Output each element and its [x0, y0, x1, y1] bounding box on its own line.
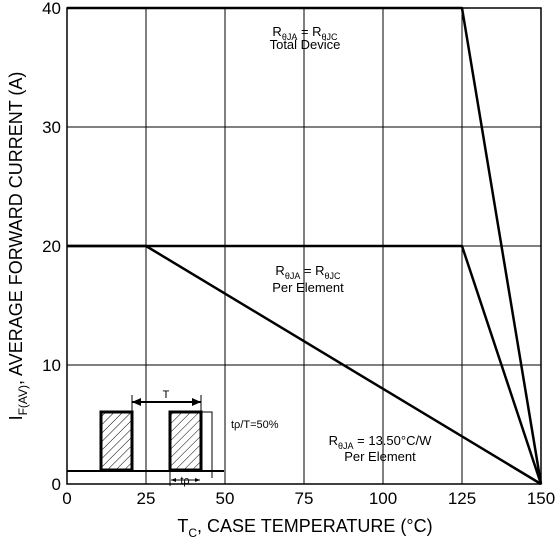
x-tick-label: 50 [216, 489, 235, 508]
y-tick-label: 0 [52, 475, 61, 494]
annotation-per-element-2-line2: Per Element [344, 449, 416, 464]
annotation-total-device-line2: Total Device [270, 37, 341, 52]
annotations: RθJA = RθJC Total Device RθJA = RθJC Per… [270, 24, 432, 464]
x-tick-label: 150 [527, 489, 555, 508]
period-label: T [163, 389, 170, 401]
period-arrowhead-left [132, 398, 141, 406]
y-tick-label: 30 [42, 118, 61, 137]
x-axis-title: TC, CASE TEMPERATURE (°C) [177, 516, 432, 540]
series-line-2 [67, 244, 543, 485]
y-axis-title: IF(AV), AVERAGE FORWARD CURRENT (A) [6, 72, 30, 421]
duty-cycle-inset: T tρ tρ/T=50% [67, 389, 279, 487]
pulse-width-arrowhead-right [195, 478, 200, 482]
pulse-width-arrowhead-left [171, 478, 176, 482]
period-arrowhead-right [192, 398, 201, 406]
annotation-per-element-2-line1: RθJA = 13.50°C/W [329, 433, 432, 451]
plot-frame [66, 7, 542, 485]
y-tick-labels: 0 10 20 30 40 [42, 0, 61, 494]
pulse-2 [168, 410, 203, 472]
inset-baseline [67, 470, 224, 472]
x-tick-label: 0 [62, 489, 71, 508]
y-tick-label: 10 [42, 356, 61, 375]
pulse-width-outline [201, 411, 213, 478]
y-tick-label: 40 [42, 0, 61, 18]
x-tick-label: 75 [295, 489, 314, 508]
x-tick-label: 25 [137, 489, 156, 508]
series-line-3 [67, 244, 542, 486]
y-tick-label: 20 [42, 237, 61, 256]
annotation-per-element-1-line1: RθJA = RθJC [275, 263, 341, 281]
annotation-total-device-line1: RθJA = RθJC [272, 24, 338, 42]
x-tick-labels: 0 25 50 75 100 125 150 [62, 489, 555, 508]
x-tick-label: 100 [369, 489, 397, 508]
annotation-per-element-1-line2: Per Element [272, 280, 344, 295]
pulse-width-label: tρ [180, 475, 189, 487]
pulse-1 [99, 410, 134, 472]
duty-cycle-label: tρ/T=50% [231, 419, 279, 431]
x-tick-label: 125 [448, 489, 476, 508]
